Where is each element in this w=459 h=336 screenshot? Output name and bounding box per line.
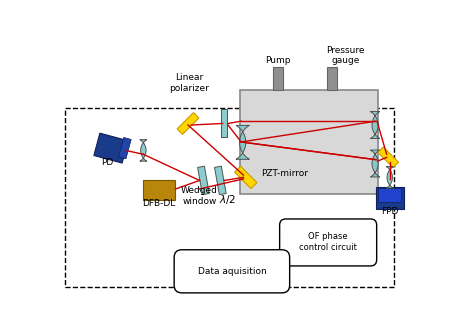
Bar — [214, 166, 226, 195]
Bar — [239, 90, 377, 194]
Bar — [177, 113, 198, 134]
Bar — [221, 109, 227, 136]
Bar — [94, 133, 128, 163]
Bar — [197, 166, 209, 195]
Bar — [377, 147, 397, 168]
Text: PD: PD — [101, 158, 113, 167]
Polygon shape — [369, 112, 379, 138]
Text: Data aquisition: Data aquisition — [197, 267, 266, 276]
Text: Wedged
window: Wedged window — [181, 186, 218, 206]
Text: Linear
polarizer: Linear polarizer — [169, 73, 209, 93]
Polygon shape — [386, 167, 392, 188]
Text: OF phase
control circuit: OF phase control circuit — [298, 233, 356, 252]
Polygon shape — [369, 150, 379, 177]
Bar — [65, 108, 393, 287]
Polygon shape — [140, 140, 146, 161]
Polygon shape — [235, 125, 249, 159]
Bar — [327, 67, 336, 90]
Text: DFB-DL: DFB-DL — [142, 199, 175, 208]
Text: Pump: Pump — [265, 56, 290, 65]
Text: $\lambda$/2: $\lambda$/2 — [219, 193, 236, 206]
Text: FPD: FPD — [380, 207, 397, 216]
Bar — [377, 188, 400, 202]
Bar — [118, 137, 131, 159]
Text: PZT-mirror: PZT-mirror — [261, 169, 308, 178]
Text: Pressure
gauge: Pressure gauge — [326, 46, 364, 65]
Bar — [375, 187, 403, 209]
FancyBboxPatch shape — [279, 219, 376, 266]
FancyBboxPatch shape — [174, 250, 289, 293]
Bar — [142, 180, 174, 201]
Bar — [234, 166, 257, 188]
Bar — [272, 67, 283, 90]
